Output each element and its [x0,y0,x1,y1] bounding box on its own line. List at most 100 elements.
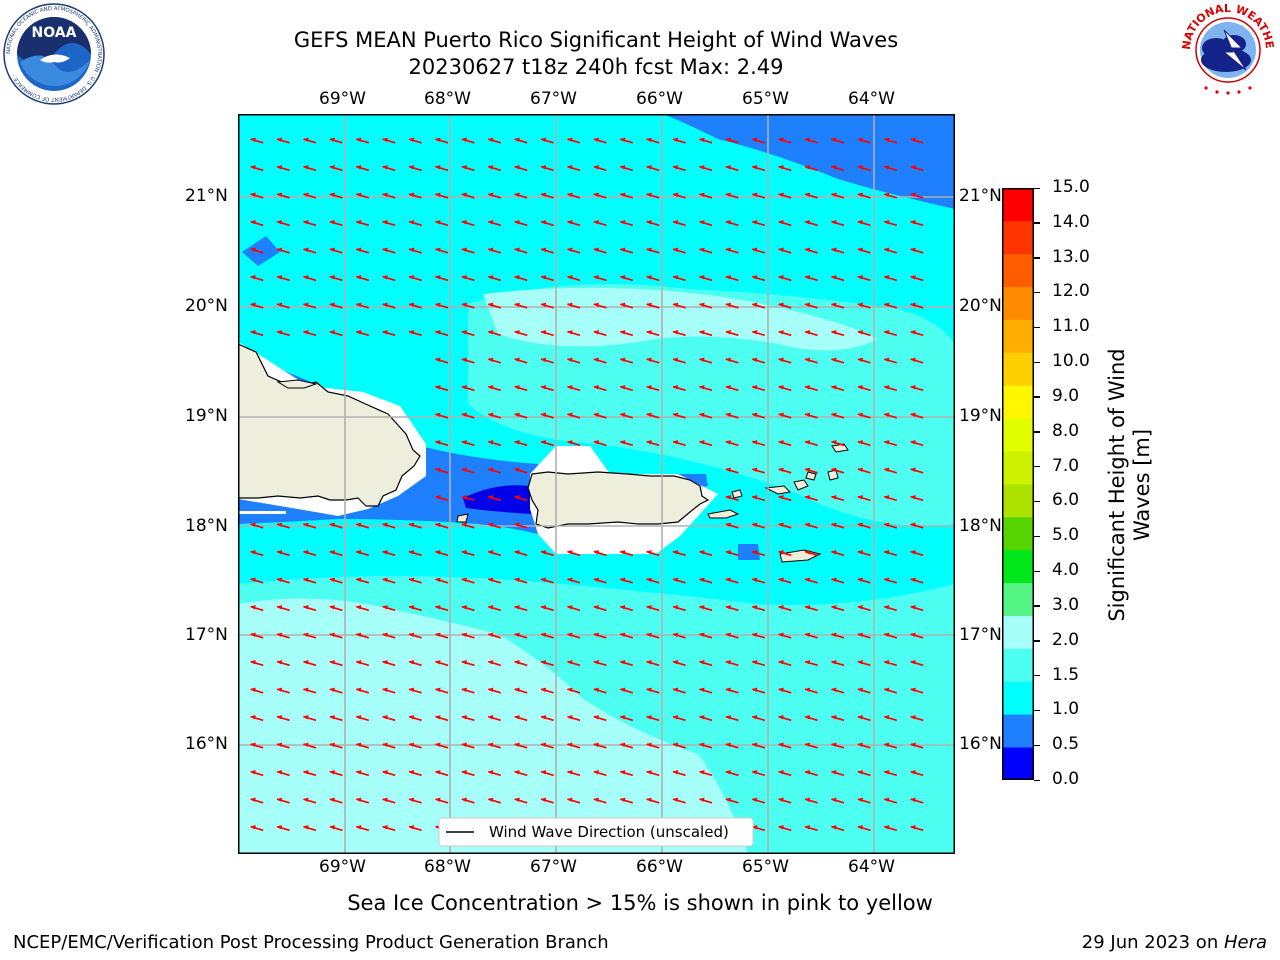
wave-direction-arrow [593,440,607,447]
wave-direction-arrow [461,385,475,392]
wave-direction-arrow [778,220,792,227]
wave-direction-arrow [672,137,686,144]
wave-direction-arrow [461,742,475,749]
wave-direction-arrow [883,467,898,474]
wave-direction-arrow [514,742,528,749]
wave-direction-arrow [566,247,581,254]
wave-direction-arrow [408,742,422,749]
wave-direction-arrow [751,357,766,364]
map-subtitle: 20230627 t18z 240h fcst Max: 2.49 [408,55,784,79]
colorbar-tick-mark [1034,500,1040,503]
wave-direction-arrow [830,357,845,364]
wave-direction-arrow [593,165,607,172]
wave-direction-arrow [910,687,924,694]
wave-direction-arrow [461,660,475,667]
wave-direction-arrow [804,522,818,529]
colorbar-tick-label: 0.0 [1052,769,1080,789]
wave-direction-arrow [751,687,766,694]
wave-direction-arrow [302,770,317,777]
wave-direction-arrow [461,715,475,722]
right-lat-label-21n: 21°N [959,186,1002,206]
wave-direction-arrow [883,302,898,309]
colorbar-swatch [1002,188,1034,222]
wave-direction-arrow [725,742,739,749]
wave-direction-arrow [778,192,792,199]
wave-direction-arrow [883,797,898,804]
wave-direction-arrow [434,137,449,144]
wave-direction-arrow [857,275,871,282]
wave-direction-arrow [857,495,871,502]
wave-direction-arrow [751,137,766,144]
wave-direction-arrow [461,247,475,254]
wave-direction-arrow [778,577,792,584]
wave-direction-arrow [487,302,502,309]
wave-direction-arrow [329,632,343,639]
wave-direction-arrow [619,137,634,144]
wave-direction-arrow [593,330,607,337]
wave-direction-arrow [672,165,686,172]
wave-direction-arrow [514,440,528,447]
wave-direction-arrow [250,165,264,172]
wave-direction-arrow [382,742,396,749]
wave-direction-arrow [778,715,792,722]
wave-direction-arrow [487,137,502,144]
wave-direction-arrow [619,165,634,172]
wave-direction-arrow [883,742,898,749]
wave-direction-arrow [778,797,792,804]
wave-direction-arrow [672,385,686,392]
wave-direction-arrow [672,192,686,199]
wave-direction-arrow [857,550,871,557]
wave-direction-arrow [434,165,449,172]
wave-direction-arrow [830,715,845,722]
wave-direction-arrow [355,715,370,722]
wave-direction-arrow [883,275,898,282]
wave-direction-arrow [619,302,634,309]
wave-direction-arrow [566,715,581,722]
colorbar-tick-label: 14.0 [1052,211,1090,232]
wave-direction-arrow [646,192,660,199]
wave-direction-arrow [408,192,422,199]
wave-direction-arrow [698,577,713,584]
wave-direction-arrow [646,577,660,584]
wave-direction-arrow [355,220,370,227]
wave-direction-arrow [830,577,845,584]
wave-direction-arrow [276,220,290,227]
wave-direction-arrow [276,550,290,557]
wave-direction-arrow [883,330,898,337]
wave-direction-arrow [593,357,607,364]
wave-direction-arrow [434,715,449,722]
wave-direction-arrow [619,660,634,667]
footer-date-text: 29 Jun 2023 on [1081,932,1224,953]
wave-direction-arrow [540,275,554,282]
wave-direction-arrow [725,412,739,419]
wave-direction-arrow [646,770,660,777]
wave-direction-arrow [751,440,766,447]
wave-direction-arrow [461,302,475,309]
wave-direction-arrow [619,440,634,447]
wave-direction-arrow [830,330,845,337]
bottom-lon-label-65w: 65°W [742,857,789,877]
wave-direction-arrow [566,605,581,612]
wave-direction-arrow [910,495,924,502]
wave-direction-arrow [804,192,818,199]
wave-direction-arrow [751,192,766,199]
wave-direction-arrow [302,687,317,694]
wave-direction-arrow [672,357,686,364]
wave-direction-arrow [566,275,581,282]
colorbar-swatch [1002,418,1034,452]
right-lat-label-16n: 16°N [959,734,1002,754]
wave-direction-arrow [434,192,449,199]
wave-direction-arrow [514,330,528,337]
wave-direction-arrow [540,687,554,694]
wave-direction-arrow [804,412,818,419]
wave-direction-arrow [566,797,581,804]
wave-direction-arrow [434,495,449,502]
wave-direction-arrow [382,605,396,612]
wave-direction-arrow [751,770,766,777]
wave-direction-arrow [646,330,660,337]
wave-direction-arrow [329,715,343,722]
wave-direction-arrow [250,825,264,832]
wave-direction-arrow [857,522,871,529]
wave-direction-arrow [725,330,739,337]
wave-direction-arrow [276,770,290,777]
